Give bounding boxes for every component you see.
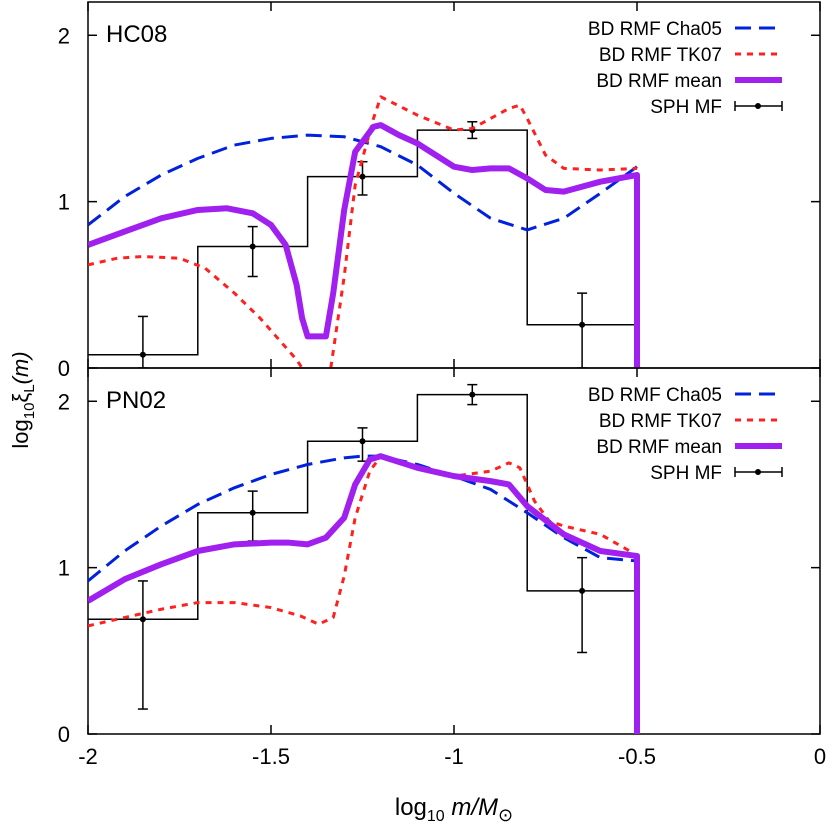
legend-label: BD RMF Cha05 [588, 385, 722, 406]
legend-label: BD RMF mean [596, 437, 722, 458]
legend-swatch-point [755, 103, 761, 109]
legend-label: BD RMF mean [596, 71, 722, 92]
y-tick-label: 2 [58, 23, 70, 48]
x-tick-label: -2 [78, 744, 98, 769]
series-line [88, 122, 640, 368]
data-point [359, 173, 366, 180]
data-point [249, 243, 256, 250]
panel-label: PN02 [106, 387, 166, 414]
x-axis-label: log10 m/M⊙ [395, 794, 513, 825]
data-point [139, 351, 146, 358]
x-tick-label: -0.5 [618, 744, 656, 769]
y-tick-label: 0 [58, 356, 70, 381]
x-tick-label: -1.5 [252, 744, 290, 769]
plot-area [88, 383, 640, 734]
data-point [469, 391, 476, 398]
plot-area [88, 95, 640, 368]
legend-label: BD RMF TK07 [599, 45, 722, 66]
legend-swatch-point [755, 469, 761, 475]
legend-label: SPH MF [650, 463, 722, 484]
series-line [88, 454, 639, 628]
legend-label: BD RMF TK07 [599, 411, 722, 432]
data-point [579, 321, 586, 328]
data-point [359, 438, 366, 445]
data-point [249, 509, 256, 516]
x-tick-label: 0 [814, 744, 826, 769]
data-point [579, 587, 586, 594]
y-axis-label: log10ξL(m) [8, 351, 38, 448]
histogram-steps [88, 129, 638, 368]
panel-pn02: -2 -1.5 -1 -0.5 0 0 1 2 PN02 BD RMF Cha05 BD RMF T… [58, 367, 826, 769]
y-tick-label: 0 [58, 722, 70, 747]
y-tick-label: 1 [58, 190, 70, 215]
legend-label: SPH MF [650, 97, 722, 118]
y-tick-label: 2 [58, 389, 70, 414]
x-tick-label: -1 [444, 744, 464, 769]
panel-hc08: 0 1 2 HC08 BD RMF Cha05 BD RMF TK07 BD RMF mea… [58, 1, 821, 381]
y-tick-label: 1 [58, 556, 70, 581]
legend-label: BD RMF Cha05 [588, 19, 722, 40]
data-point [139, 616, 146, 623]
panel-label: HC08 [106, 21, 167, 48]
series-line [88, 453, 640, 734]
